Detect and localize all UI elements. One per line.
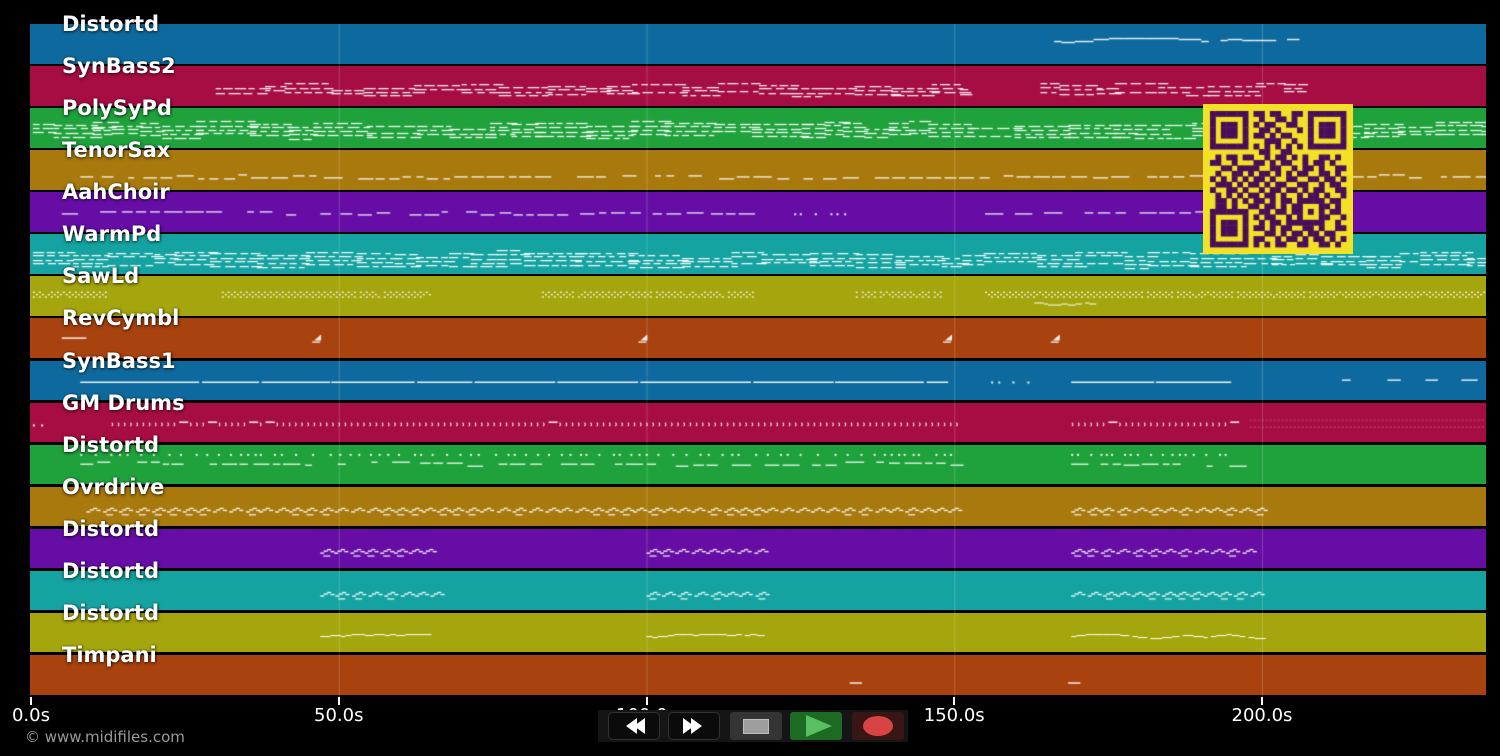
rewind-icon [626,718,637,734]
stop-button[interactable] [730,712,782,740]
fast-forward-icon [691,718,702,734]
stop-icon [743,718,769,734]
fast-forward-icon [683,718,694,734]
record-button[interactable] [852,712,904,740]
watermark: © www.midifiles.com [25,728,185,746]
rewind-button[interactable] [608,712,660,740]
time-tick [337,697,340,705]
time-tick-label: 200.0s [1231,705,1293,726]
track-roll: Distortd SynBass2 PolySyPd TenorSax AahChoir… [30,12,1486,697]
rewind-icon [634,718,645,734]
time-tick [953,697,956,705]
play-icon [806,715,832,737]
time-tick-label: 50.0s [314,705,364,726]
fast-forward-button[interactable] [668,712,720,740]
record-icon [863,716,893,736]
time-tick [1261,697,1263,705]
transport-bar [598,710,908,742]
play-button[interactable] [790,712,842,740]
time-tick [30,697,32,705]
time-tick [645,697,648,705]
time-tick-label: 150.0s [923,705,985,726]
time-tick-label: 0.0s [11,705,50,726]
qr-code [1203,104,1353,254]
